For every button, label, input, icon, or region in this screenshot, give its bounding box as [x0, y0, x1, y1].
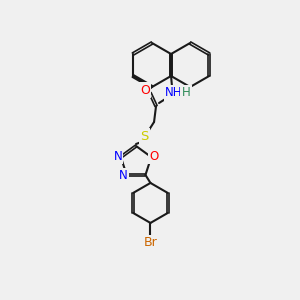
Text: NH: NH [165, 86, 183, 100]
Text: N: N [113, 150, 122, 163]
Text: O: O [140, 83, 150, 97]
Text: O: O [150, 150, 159, 163]
Text: H: H [182, 86, 190, 100]
Text: S: S [140, 130, 148, 142]
Text: N: N [119, 169, 128, 182]
Text: Br: Br [144, 236, 157, 249]
